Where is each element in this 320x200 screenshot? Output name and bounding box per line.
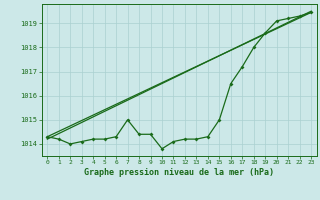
X-axis label: Graphe pression niveau de la mer (hPa): Graphe pression niveau de la mer (hPa) xyxy=(84,168,274,177)
